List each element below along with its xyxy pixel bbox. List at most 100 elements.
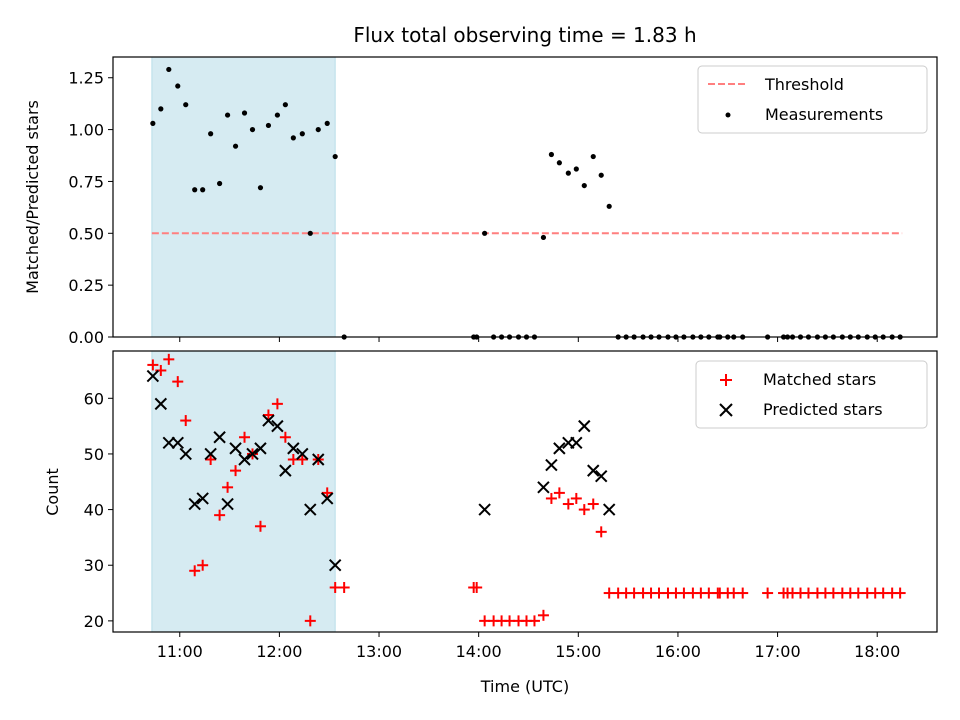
predicted-star-point: [146, 369, 160, 383]
predicted-star-point: [254, 442, 267, 455]
bottom-axes-frame: [112, 350, 938, 633]
predicted-star-point: [553, 442, 566, 455]
predicted-star-point: [238, 453, 251, 466]
predicted-star-point: [304, 503, 317, 516]
measurement-point: [482, 230, 488, 236]
legend-predicted-swatch: [719, 403, 733, 417]
measurement-point: [175, 83, 181, 89]
measurement-point: [282, 102, 288, 108]
predicted-star-point: [578, 419, 591, 433]
y-tick-label: 50: [84, 445, 104, 464]
matched-star-point: [254, 520, 266, 532]
predicted-star-point: [537, 481, 550, 494]
predicted-star-point: [154, 397, 168, 411]
top-legend: Threshold Measurements: [697, 65, 928, 134]
matched-star-point: [230, 465, 242, 477]
predicted-star-point: [478, 503, 491, 516]
matched-star-point: [762, 587, 774, 599]
x-tick-label: 14:00: [456, 642, 502, 661]
predicted-star-point: [246, 447, 259, 461]
measurement-point: [606, 203, 612, 209]
measurement-point: [224, 112, 231, 118]
matched-star-point: [172, 376, 184, 388]
predicted-star-point: [296, 447, 309, 461]
predicted-star-point: [328, 559, 342, 572]
bottom-legend-box: [695, 360, 928, 429]
legend-measurements-label: Measurements: [765, 105, 883, 124]
predicted-star-point: [196, 492, 209, 505]
measurement-point: [315, 126, 321, 133]
legend-matched-swatch: [720, 374, 732, 386]
matched-star-point: [595, 526, 607, 538]
matched-star-points: [147, 353, 906, 627]
y-tick-label: 0.00: [68, 328, 104, 347]
measurement-point: [192, 187, 198, 193]
measurement-point: [241, 110, 248, 116]
y-tick-label: 30: [84, 556, 104, 575]
measurement-point: [274, 112, 281, 118]
measurement-point: [257, 185, 264, 191]
measurement-point: [307, 230, 313, 236]
measurement-point: [166, 66, 172, 73]
predicted-star-point: [162, 436, 176, 450]
measurement-point: [324, 120, 330, 126]
legend-threshold-label: Threshold: [764, 75, 844, 94]
matched-star-point: [304, 615, 316, 627]
matched-star-point: [189, 565, 201, 577]
y-tick-label: 0.50: [68, 224, 104, 243]
x-tick-label: 17:00: [755, 642, 801, 661]
matched-star-point: [296, 454, 308, 466]
predicted-star-points: [146, 369, 616, 572]
x-tick-label: 15:00: [555, 642, 601, 661]
legend-measurements-swatch: [725, 112, 731, 118]
y-tick-label: 40: [84, 501, 104, 520]
measurement-point: [183, 102, 189, 108]
measurement-point: [208, 131, 214, 137]
measurement-point: [217, 180, 223, 187]
x-tick-label: 18:00: [854, 642, 900, 661]
predicted-star-point: [321, 492, 334, 505]
matched-star-point: [205, 454, 217, 466]
matched-star-point: [214, 509, 226, 521]
measurement-point: [598, 172, 604, 178]
measurement-point: [200, 187, 206, 193]
bottom-xlabel: Time (UTC): [480, 677, 569, 696]
predicted-star-point: [213, 431, 226, 444]
measurement-point: [232, 143, 239, 149]
measurement-point: [548, 151, 555, 158]
predicted-star-point: [188, 497, 201, 511]
top-x-axis: [179, 337, 878, 342]
predicted-star-point: [262, 414, 275, 427]
x-tick-label: 11:00: [157, 642, 203, 661]
top-legend-box: [697, 65, 928, 134]
predicted-star-point: [587, 464, 600, 477]
matched-star-point: [570, 492, 582, 504]
matched-star-point: [163, 353, 175, 365]
bottom-y-axis: 20 30 40 50 60: [84, 389, 113, 631]
matched-star-point: [279, 431, 291, 443]
matched-star-point: [578, 504, 590, 516]
chart-title: Flux total observing time = 1.83 h: [353, 23, 696, 47]
measurement-point: [150, 120, 156, 126]
matched-star-point: [537, 609, 549, 621]
matched-star-point: [471, 581, 483, 593]
matched-star-point: [737, 587, 749, 599]
top-axes-frame: [112, 56, 938, 338]
measurement-point: [590, 153, 596, 160]
predicted-star-point: [221, 497, 234, 511]
y-tick-label: 0.25: [68, 276, 104, 295]
measurement-point: [332, 153, 338, 160]
predicted-star-point: [602, 503, 616, 516]
matched-star-point: [222, 481, 234, 493]
measurement-point: [158, 106, 164, 112]
predicted-star-point: [279, 464, 292, 477]
matched-star-point: [545, 492, 557, 504]
predicted-star-point: [179, 447, 192, 461]
predicted-star-point: [204, 447, 217, 461]
x-tick-label: 16:00: [655, 642, 701, 661]
legend-matched-label: Matched stars: [763, 370, 876, 389]
y-tick-label: 1.25: [68, 69, 104, 88]
matched-star-point: [180, 415, 192, 427]
matched-star-point: [562, 498, 574, 510]
predicted-star-point: [545, 458, 558, 472]
